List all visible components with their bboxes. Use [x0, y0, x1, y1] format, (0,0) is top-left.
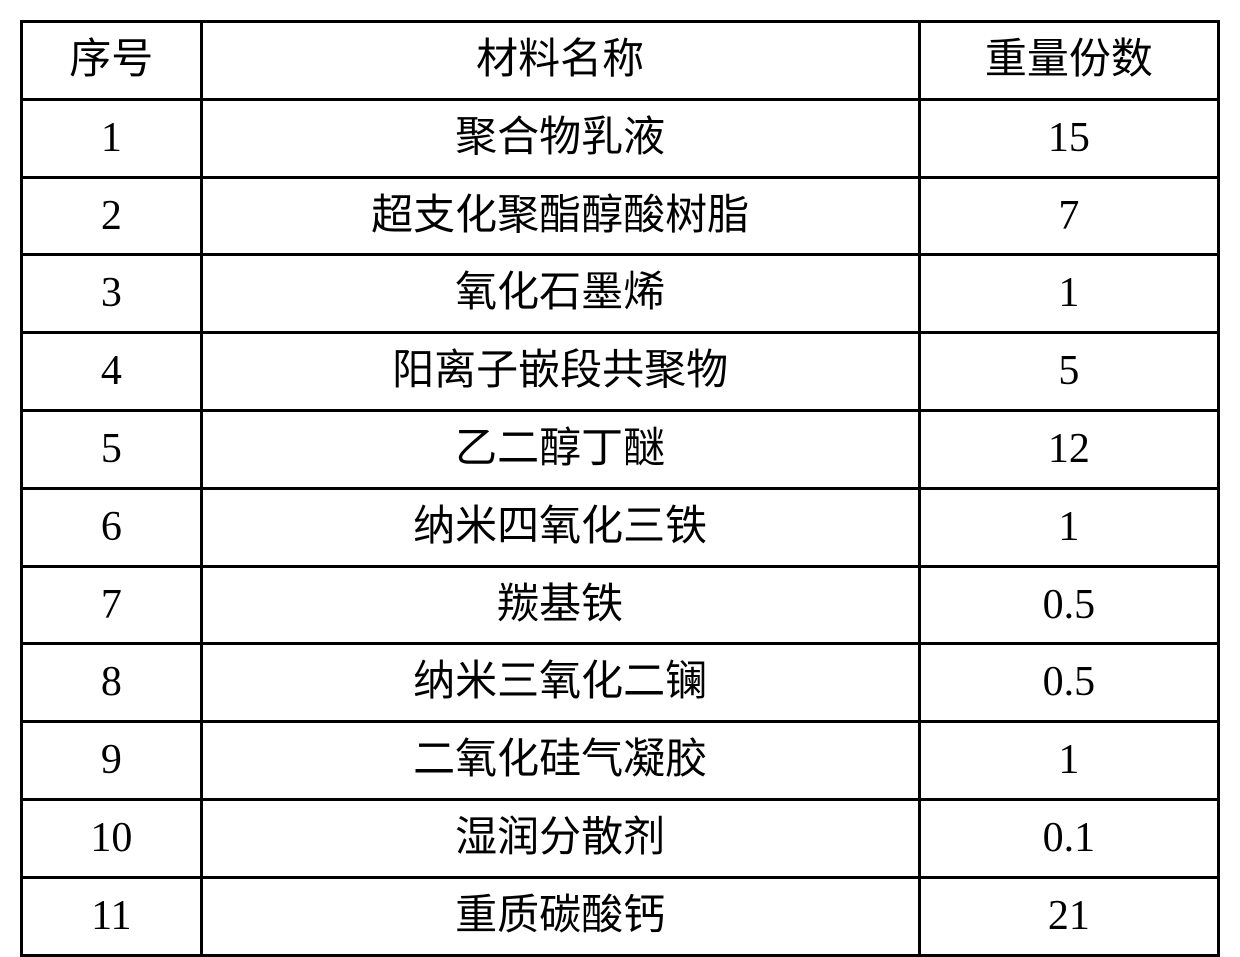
- cell-material: 氧化石墨烯: [201, 255, 919, 333]
- materials-table: 序号 材料名称 重量份数 1 聚合物乳液 15 2 超支化聚酯醇酸树脂 7 3 …: [20, 20, 1220, 957]
- table-row: 6 纳米四氧化三铁 1: [22, 488, 1219, 566]
- cell-weight: 0.1: [919, 799, 1218, 877]
- cell-material: 纳米三氧化二镧: [201, 644, 919, 722]
- column-header-material: 材料名称: [201, 22, 919, 100]
- cell-weight: 1: [919, 255, 1218, 333]
- cell-index: 7: [22, 566, 202, 644]
- table-row: 11 重质碳酸钙 21: [22, 877, 1219, 955]
- cell-material: 阳离子嵌段共聚物: [201, 333, 919, 411]
- table-row: 5 乙二醇丁醚 12: [22, 410, 1219, 488]
- cell-weight: 1: [919, 722, 1218, 800]
- cell-index: 11: [22, 877, 202, 955]
- cell-weight: 7: [919, 177, 1218, 255]
- table-row: 3 氧化石墨烯 1: [22, 255, 1219, 333]
- table-row: 10 湿润分散剂 0.1: [22, 799, 1219, 877]
- table-row: 2 超支化聚酯醇酸树脂 7: [22, 177, 1219, 255]
- table-row: 8 纳米三氧化二镧 0.5: [22, 644, 1219, 722]
- cell-index: 1: [22, 99, 202, 177]
- table-body: 1 聚合物乳液 15 2 超支化聚酯醇酸树脂 7 3 氧化石墨烯 1 4 阳离子…: [22, 99, 1219, 955]
- column-header-index: 序号: [22, 22, 202, 100]
- table-header-row: 序号 材料名称 重量份数: [22, 22, 1219, 100]
- cell-weight: 21: [919, 877, 1218, 955]
- cell-material: 二氧化硅气凝胶: [201, 722, 919, 800]
- cell-material: 纳米四氧化三铁: [201, 488, 919, 566]
- cell-material: 超支化聚酯醇酸树脂: [201, 177, 919, 255]
- cell-weight: 12: [919, 410, 1218, 488]
- cell-index: 4: [22, 333, 202, 411]
- cell-index: 5: [22, 410, 202, 488]
- cell-material: 湿润分散剂: [201, 799, 919, 877]
- cell-weight: 0.5: [919, 566, 1218, 644]
- table-row: 7 羰基铁 0.5: [22, 566, 1219, 644]
- cell-index: 9: [22, 722, 202, 800]
- cell-index: 6: [22, 488, 202, 566]
- cell-index: 8: [22, 644, 202, 722]
- table-row: 1 聚合物乳液 15: [22, 99, 1219, 177]
- cell-index: 2: [22, 177, 202, 255]
- cell-index: 10: [22, 799, 202, 877]
- cell-weight: 1: [919, 488, 1218, 566]
- cell-weight: 0.5: [919, 644, 1218, 722]
- cell-material: 重质碳酸钙: [201, 877, 919, 955]
- table-row: 9 二氧化硅气凝胶 1: [22, 722, 1219, 800]
- cell-weight: 15: [919, 99, 1218, 177]
- column-header-weight: 重量份数: [919, 22, 1218, 100]
- cell-index: 3: [22, 255, 202, 333]
- cell-material: 乙二醇丁醚: [201, 410, 919, 488]
- cell-material: 聚合物乳液: [201, 99, 919, 177]
- cell-weight: 5: [919, 333, 1218, 411]
- table-row: 4 阳离子嵌段共聚物 5: [22, 333, 1219, 411]
- cell-material: 羰基铁: [201, 566, 919, 644]
